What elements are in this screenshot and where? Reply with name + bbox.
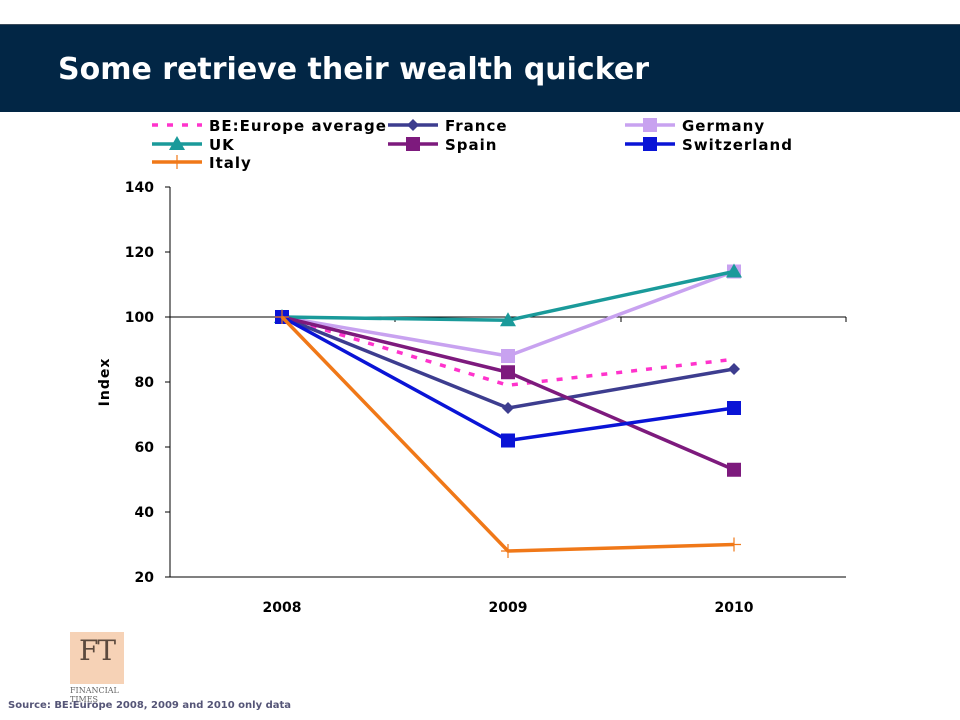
- y-tick-label: 120: [125, 245, 154, 261]
- y-tick-label: 80: [135, 375, 155, 391]
- legend-label-uk: UK: [209, 136, 235, 154]
- legend-marker-uk: [169, 136, 185, 150]
- source-note: Source: BE:Europe 2008, 2009 and 2010 on…: [8, 700, 292, 711]
- legend-label-switzerland: Switzerland: [682, 136, 793, 154]
- y-tick-label: 140: [125, 180, 154, 196]
- slide-title: Some retrieve their wealth quicker: [58, 52, 650, 87]
- ft-logo-name: FINANCIAL TIMES: [70, 686, 119, 704]
- legend-label-germany: Germany: [682, 117, 765, 135]
- y-axis-title: Index: [97, 358, 113, 407]
- y-tick-label: 100: [125, 310, 154, 326]
- ft-logo: FT: [70, 632, 124, 684]
- point-italy-2010: [727, 537, 741, 552]
- legend-marker-italy: [170, 155, 184, 169]
- point-france-2009: [502, 402, 514, 414]
- y-tick-label: 40: [135, 505, 155, 521]
- legend-marker-france: [407, 119, 419, 131]
- ft-logo-letters: FT: [78, 634, 116, 667]
- x-tick-label: 2008: [263, 600, 302, 616]
- legend-label-be-europe-average: BE:Europe average: [209, 117, 387, 135]
- legend-marker-germany: [643, 118, 657, 132]
- legend-marker-switzerland: [643, 137, 657, 151]
- point-uk-2010: [726, 263, 742, 278]
- point-italy-2009: [501, 544, 515, 558]
- series-line-be-europe-average: [281, 315, 735, 387]
- point-germany-2009: [501, 349, 515, 363]
- y-tick-label: 20: [135, 570, 155, 586]
- legend-label-italy: Italy: [209, 154, 252, 172]
- title-bar: [0, 24, 960, 112]
- legend-label-france: France: [445, 117, 508, 135]
- x-tick-label: 2009: [489, 600, 528, 616]
- point-italy-2008: [275, 310, 289, 324]
- point-spain-2010: [727, 462, 741, 477]
- point-switzerland-2009: [501, 433, 515, 448]
- y-tick-label: 60: [135, 440, 155, 456]
- legend-label-spain: Spain: [445, 136, 497, 154]
- x-tick-label: 2010: [715, 600, 754, 616]
- legend-marker-spain: [406, 137, 420, 151]
- point-spain-2009: [501, 365, 515, 380]
- point-france-2010: [728, 363, 740, 375]
- point-switzerland-2010: [727, 401, 741, 415]
- point-uk-2009: [500, 312, 516, 327]
